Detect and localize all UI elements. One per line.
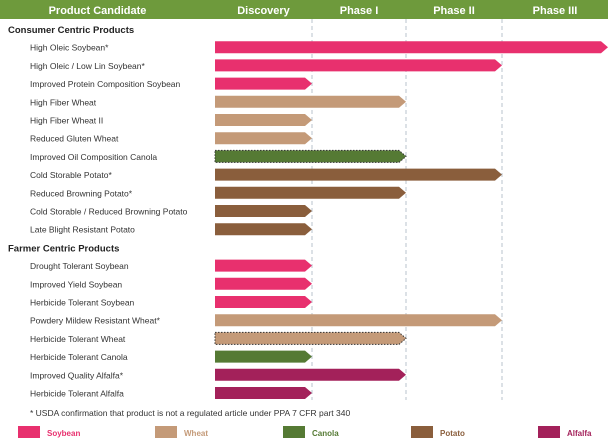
progress-bar-drought-tolerant-soybean (215, 259, 312, 272)
progress-bar-cold-storable-potato (215, 168, 502, 181)
progress-bar-improved-quality-alfalfa (215, 368, 406, 381)
product-label-improved-yield-soybean: Improved Yield Soybean (30, 279, 122, 289)
progress-bar-improved-protein-composition-soybean (215, 77, 312, 90)
column-header-phase-i: Phase I (340, 5, 379, 17)
footnote: * USDA confirmation that product is not … (30, 408, 350, 418)
section-title-consumer-centric-products: Consumer Centric Products (8, 25, 134, 36)
column-header-phase-iii: Phase III (533, 5, 578, 17)
product-label-cold-storable-reduced-browning-potato: Cold Storable / Reduced Browning Potato (30, 207, 188, 217)
legend-swatch-alfalfa (538, 426, 560, 438)
progress-bar-reduced-gluten-wheat (215, 132, 312, 145)
product-label-improved-quality-alfalfa: Improved Quality Alfalfa* (30, 370, 124, 380)
product-label-powdery-mildew-resistant-wheat: Powdery Mildew Resistant Wheat* (30, 316, 161, 326)
progress-bar-improved-yield-soybean (215, 277, 312, 290)
progress-bar-powdery-mildew-resistant-wheat (215, 314, 502, 327)
product-label-reduced-gluten-wheat: Reduced Gluten Wheat (30, 134, 119, 144)
product-label-herbicide-tolerant-wheat: Herbicide Tolerant Wheat (30, 334, 126, 344)
column-header-discovery: Discovery (237, 5, 290, 17)
header-bar (0, 0, 608, 19)
progress-bar-late-blight-resistant-potato (215, 223, 312, 236)
product-label-high-oleic-low-lin-soybean: High Oleic / Low Lin Soybean* (30, 61, 146, 71)
legend-label-wheat: Wheat (184, 429, 208, 438)
legend-label-alfalfa: Alfalfa (567, 429, 592, 438)
section-title-farmer-centric-products: Farmer Centric Products (8, 243, 119, 254)
progress-bar-high-oleic-soybean (215, 41, 608, 54)
product-label-late-blight-resistant-potato: Late Blight Resistant Potato (30, 225, 135, 235)
progress-bar-high-oleic-low-lin-soybean (215, 59, 502, 72)
progress-bar-herbicide-tolerant-alfalfa (215, 387, 312, 399)
product-label-high-oleic-soybean: High Oleic Soybean* (30, 43, 109, 53)
legend-label-canola: Canola (312, 429, 339, 438)
progress-bar-herbicide-tolerant-canola (215, 350, 312, 363)
legend-label-soybean: Soybean (47, 429, 80, 438)
product-label-cold-storable-potato: Cold Storable Potato* (30, 170, 112, 180)
progress-bar-reduced-browning-potato (215, 186, 406, 199)
progress-bar-herbicide-tolerant-soybean (215, 296, 312, 308)
legend-swatch-canola (283, 426, 305, 438)
progress-bar-cold-storable-reduced-browning-potato (215, 205, 312, 217)
product-label-drought-tolerant-soybean: Drought Tolerant Soybean (30, 261, 129, 271)
progress-bar-improved-oil-composition-canola (214, 149, 407, 163)
product-label-herbicide-tolerant-canola: Herbicide Tolerant Canola (30, 352, 128, 362)
column-header-phase-ii: Phase II (433, 5, 475, 17)
legend-swatch-potato (411, 426, 433, 438)
legend-swatch-soybean (18, 426, 40, 438)
product-label-improved-oil-composition-canola: Improved Oil Composition Canola (30, 152, 157, 162)
progress-bar-high-fiber-wheat-ii (215, 114, 312, 126)
progress-bar-high-fiber-wheat (215, 95, 406, 108)
product-label-reduced-browning-potato: Reduced Browning Potato* (30, 188, 133, 198)
product-label-high-fiber-wheat-ii: High Fiber Wheat II (30, 116, 103, 126)
legend-label-potato: Potato (440, 429, 465, 438)
progress-bar-herbicide-tolerant-wheat (214, 331, 407, 345)
product-label-herbicide-tolerant-soybean: Herbicide Tolerant Soybean (30, 298, 135, 308)
product-label-herbicide-tolerant-alfalfa: Herbicide Tolerant Alfalfa (30, 389, 124, 399)
product-label-improved-protein-composition-soybean: Improved Protein Composition Soybean (30, 79, 181, 89)
column-header-product-candidate: Product Candidate (49, 5, 147, 17)
legend-swatch-wheat (155, 426, 177, 438)
product-label-high-fiber-wheat: High Fiber Wheat (30, 97, 97, 107)
